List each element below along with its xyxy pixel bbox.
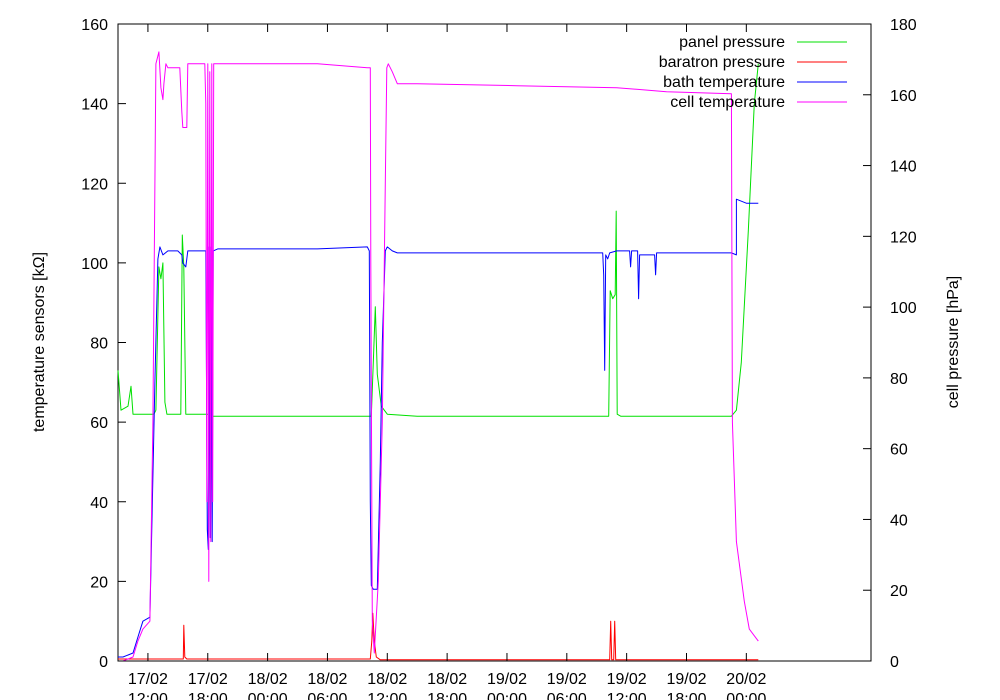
x-tick-label-date: 18/02: [427, 671, 467, 688]
legend-label: cell temperature: [670, 94, 785, 111]
x-tick-label-time: 00:00: [726, 691, 766, 700]
y-right-tick-label: 20: [890, 583, 908, 600]
x-tick-label-time: 12:00: [607, 691, 647, 700]
x-tick-label-date: 19/02: [607, 671, 647, 688]
x-tick-label-time: 18:00: [427, 691, 467, 700]
y-left-tick-label: 80: [90, 336, 108, 353]
series-line-bath-temperature: [118, 198, 759, 658]
y-left-tick-label: 120: [81, 176, 108, 193]
y-right-tick-label: 100: [890, 300, 917, 317]
x-tick-label-time: 00:00: [487, 691, 527, 700]
y-axis-left: 0 20 40 60 80 100 120 140 160: [81, 17, 126, 671]
x-axis: 17/02 12:00 17/02 18:00 18/02 00:00 18/02 06:00…: [128, 24, 766, 700]
x-tick-label-date: 19/02: [666, 671, 706, 688]
series-line-cell-temperature: [118, 51, 759, 662]
x-tick-label-time: 12:00: [367, 691, 407, 700]
y-right-tick-label: 0: [890, 654, 899, 671]
x-tick-label-time: 06:00: [307, 691, 347, 700]
y-left-tick-label: 60: [90, 415, 108, 432]
y-right-tick-label: 120: [890, 229, 917, 246]
x-tick-label-time: 18:00: [188, 691, 228, 700]
y-right-tick-label: 160: [890, 88, 917, 105]
y-right-tick-label: 40: [890, 512, 908, 529]
y-left-tick-label: 100: [81, 256, 108, 273]
legend-label: bath temperature: [663, 74, 785, 91]
y-left-tick-label: 140: [81, 97, 108, 114]
y-right-tick-label: 60: [890, 442, 908, 459]
legend-label: panel pressure: [679, 34, 785, 51]
x-tick-label-date: 19/02: [547, 671, 587, 688]
x-tick-label-date: 18/02: [248, 671, 288, 688]
y-axis-right: 0 20 40 60 80 100 120 140 160 180: [863, 17, 917, 671]
y-axis-title-right: cell pressure [hPa]: [945, 276, 962, 409]
x-tick-label-date: 17/02: [128, 671, 168, 688]
y-axis-title-left: temperature sensors [kΩ]: [31, 252, 48, 432]
x-tick-label-date: 17/02: [188, 671, 228, 688]
y-right-tick-label: 80: [890, 371, 908, 388]
y-left-tick-label: 40: [90, 495, 108, 512]
x-tick-label-date: 20/02: [726, 671, 766, 688]
x-tick-label-time: 12:00: [128, 691, 168, 700]
x-tick-label-time: 06:00: [547, 691, 587, 700]
x-tick-label-time: 18:00: [666, 691, 706, 700]
legend: panel pressure baratron pressure bath temp…: [659, 34, 847, 111]
x-tick-label-date: 19/02: [487, 671, 527, 688]
y-left-tick-label: 20: [90, 574, 108, 591]
series-layer: [117, 51, 759, 662]
series-line-baratron-pressure: [118, 612, 759, 661]
y-right-tick-label: 140: [890, 159, 917, 176]
y-left-tick-label: 0: [99, 654, 108, 671]
y-left-tick-label: 160: [81, 17, 108, 34]
legend-label: baratron pressure: [659, 54, 785, 71]
x-tick-label-time: 00:00: [248, 691, 288, 700]
series-line-panel-pressure: [117, 63, 759, 417]
x-tick-label-date: 18/02: [307, 671, 347, 688]
plot-frame: [117, 23, 872, 662]
y-right-tick-label: 180: [890, 17, 917, 34]
x-tick-label-date: 18/02: [367, 671, 407, 688]
